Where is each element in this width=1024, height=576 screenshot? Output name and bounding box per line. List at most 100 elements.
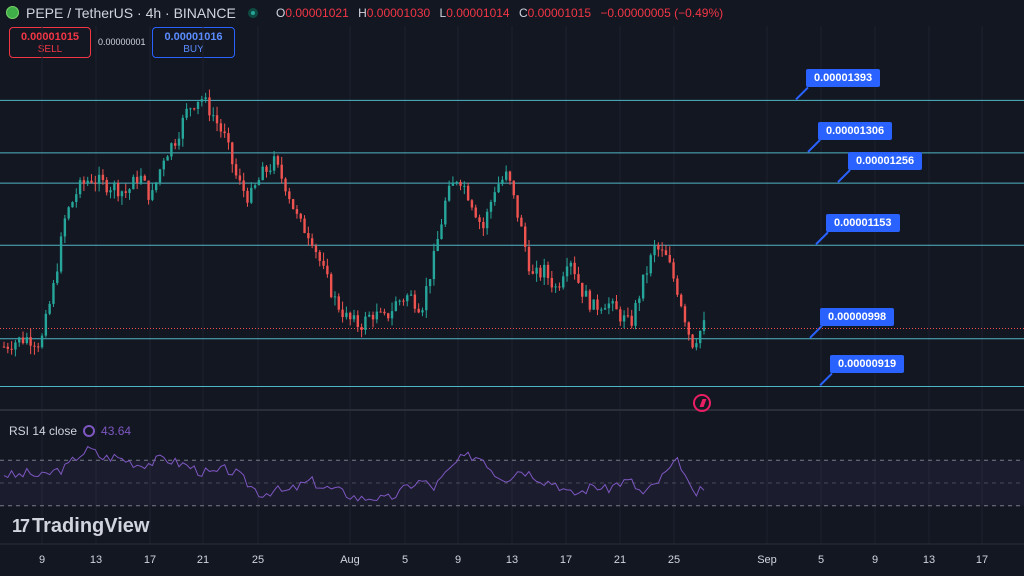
level-price-flag[interactable]: 0.00001306 (818, 121, 893, 140)
candle-body (550, 277, 554, 288)
candle-body (63, 218, 67, 237)
candle-body (554, 286, 557, 288)
candle-body (660, 249, 664, 251)
high-label: H (358, 6, 367, 20)
candle-body (200, 99, 204, 102)
candle-body (569, 262, 573, 267)
candle-body (143, 175, 146, 181)
candle-body (337, 296, 340, 310)
candle-body (253, 185, 257, 188)
candle-body (565, 266, 569, 277)
candle-body (288, 191, 291, 200)
candle-body (573, 262, 576, 275)
candle-body (10, 348, 13, 350)
candle-body (527, 246, 531, 272)
candle-body (543, 264, 546, 278)
candle-body (698, 330, 702, 344)
time-axis-tick: 25 (251, 554, 265, 566)
time-axis-tick: 25 (667, 554, 681, 566)
candle-body (219, 123, 223, 132)
candle-body (497, 184, 500, 193)
candle-body (166, 156, 169, 161)
candle-body (29, 337, 32, 346)
level-price-flag[interactable]: 0.00000919 (830, 355, 905, 374)
chart-header: PEPE / TetherUS · 4h · BINANCE O0.000010… (0, 0, 1024, 26)
candle-body (493, 192, 496, 202)
candle-body (227, 133, 230, 143)
candle-body (485, 211, 489, 229)
candle-body (67, 207, 70, 219)
candle-body (326, 265, 329, 275)
candle-body (44, 313, 48, 336)
candle-body (371, 314, 375, 320)
candle-body (558, 286, 561, 288)
candle-body (687, 322, 690, 335)
buy-button[interactable]: 0.00001016 BUY (152, 27, 235, 58)
candle-body (466, 185, 470, 201)
level-price-flag[interactable]: 0.00001393 (806, 69, 881, 88)
candle-body (329, 274, 333, 298)
time-axis-tick: Aug (340, 554, 360, 566)
candle-body (238, 175, 242, 181)
level-price-flag[interactable]: 0.00000998 (820, 307, 895, 326)
rsi-name: RSI 14 close (9, 424, 78, 438)
rsi-legend[interactable]: RSI 14 close 43.64 (9, 424, 131, 438)
level-price-flag[interactable]: 0.00001256 (848, 152, 923, 171)
candle-body (284, 178, 287, 192)
candle-body (421, 310, 424, 313)
candle-body (299, 213, 302, 219)
sell-button[interactable]: 0.00001015 SELL (9, 27, 91, 58)
candle-body (40, 335, 44, 348)
candle-body (310, 238, 314, 246)
candle-body (250, 187, 253, 203)
candle-body (683, 306, 687, 323)
level-flag-pointer (819, 372, 833, 387)
candle-body (611, 301, 614, 304)
candle-body (352, 315, 356, 320)
open-value: 0.00001021 (285, 6, 349, 20)
candle-body (406, 295, 409, 302)
candle-body (390, 311, 394, 319)
lightning-alert-icon[interactable] (693, 394, 711, 412)
candle-body (588, 290, 592, 310)
candle-body (622, 315, 626, 322)
time-axis-tick: 17 (559, 554, 573, 566)
candle-body (584, 290, 588, 297)
tradingview-logo[interactable]: 17 TradingView (12, 515, 149, 538)
close-label: C (518, 6, 528, 20)
symbol-title[interactable]: PEPE / TetherUS · 4h · BINANCE (26, 5, 236, 21)
time-axis-tick: 5 (817, 554, 825, 566)
time-axis-tick: Sep (757, 554, 777, 566)
candle-body (489, 201, 493, 212)
candle-body (71, 202, 74, 208)
open-label: O (276, 6, 286, 20)
candle-body (170, 143, 173, 157)
candle-body (546, 264, 550, 278)
candle-body (18, 337, 21, 343)
candle-body (223, 131, 226, 134)
candle-body (451, 182, 455, 186)
time-axis-tick: 21 (613, 554, 627, 566)
candle-body (37, 346, 40, 348)
candle-body (615, 301, 618, 310)
candle-body (139, 175, 143, 183)
rsi-settings-icon[interactable] (83, 425, 96, 437)
time-axis-tick: 13 (89, 554, 103, 566)
time-axis-tick: 17 (975, 554, 989, 566)
candle-body (242, 180, 245, 191)
candle-body (204, 97, 207, 100)
candle-body (520, 217, 523, 227)
candle-body (208, 97, 211, 116)
level-price-flag[interactable]: 0.00001153 (826, 214, 900, 233)
candle-body (641, 274, 645, 299)
candle-body (368, 314, 371, 317)
high-value: 0.00001030 (366, 6, 431, 20)
low-label: L (439, 6, 447, 20)
candle-body (280, 164, 283, 179)
candle-body (90, 180, 93, 183)
level-flag-pointer (795, 86, 809, 101)
candle-body (52, 283, 55, 304)
grid-lines (41, 26, 983, 544)
candle-body (2, 346, 6, 348)
